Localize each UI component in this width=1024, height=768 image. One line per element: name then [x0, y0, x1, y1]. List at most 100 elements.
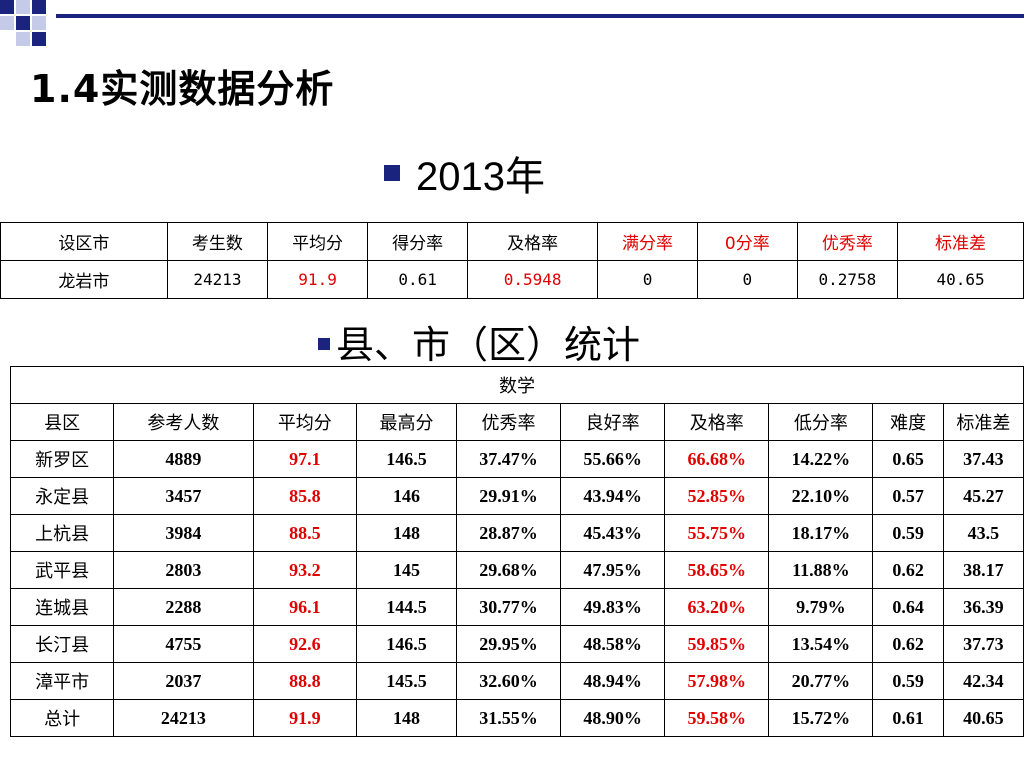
table-cell: 43.5: [942, 514, 1024, 552]
header-cell: 最高分: [356, 403, 457, 441]
table-cell: 146.5: [356, 625, 457, 663]
table-cell: 22.10%: [768, 477, 874, 515]
table-cell: 57.98%: [664, 662, 770, 700]
table-cell: 91.9: [252, 699, 358, 737]
table-cell: 48.58%: [560, 625, 666, 663]
table-cell: 38.17: [942, 551, 1024, 589]
table-cell: 49.83%: [560, 588, 666, 626]
table-cell: 24213: [113, 699, 254, 737]
table-cell: 146: [356, 477, 457, 515]
table-cell: 龙岩市: [0, 260, 168, 299]
county-name-cell: 漳平市: [9, 662, 115, 700]
section-heading-county-text: 县、市（区）统计: [336, 323, 641, 367]
table-row: 漳平市 2037 88.8 145.5 32.60% 48.94% 57.98% 20.77%…: [9, 662, 1024, 700]
table-cell: 29.91%: [455, 477, 562, 515]
table-cell: 40.65: [942, 699, 1024, 737]
table-cell: 97.1: [252, 440, 358, 478]
header-cell: 满分率: [597, 222, 698, 261]
table-cell: 92.6: [252, 625, 358, 663]
table-cell: 31.55%: [455, 699, 562, 737]
table-cell: 30.77%: [455, 588, 562, 626]
header-cell: 难度: [872, 403, 944, 441]
county-name-cell: 永定县: [9, 477, 115, 515]
subject-cell: 数学: [10, 366, 1024, 404]
subject-row: 数学: [10, 366, 1024, 404]
table-header-row: 县区 参考人数 平均分 最高分 优秀率 良好率 及格率 低分率 难度 标准差: [9, 403, 1024, 441]
table-cell: 0.59: [872, 662, 944, 700]
table-cell: 145: [356, 551, 457, 589]
table-cell: 144.5: [356, 588, 457, 626]
table-row: 长汀县 4755 92.6 146.5 29.95% 48.58% 59.85% 13.54%…: [9, 625, 1024, 663]
section-heading-year: 2013年: [384, 144, 545, 202]
table-cell: 0: [597, 260, 698, 299]
table-cell: 37.73: [942, 625, 1024, 663]
table-row: 连城县 2288 96.1 144.5 30.77% 49.83% 63.20% 9.79% 0…: [9, 588, 1024, 626]
table-cell: 0.5948: [467, 260, 599, 299]
table-cell: 37.43: [942, 440, 1024, 478]
table-row: 永定县 3457 85.8 146 29.91% 43.94% 52.85% 22.10% 0.…: [9, 477, 1024, 515]
header-cell: 及格率: [467, 222, 599, 261]
county-name-cell: 武平县: [9, 551, 115, 589]
table-cell: 0.61: [367, 260, 469, 299]
table-cell: 0.59: [872, 514, 944, 552]
table-cell: 58.65%: [664, 551, 770, 589]
table-cell: 3457: [113, 477, 254, 515]
header-cell: 优秀率: [455, 403, 562, 441]
header-cell: 参考人数: [113, 403, 254, 441]
table-cell: 55.75%: [664, 514, 770, 552]
table-cell: 42.34: [942, 662, 1024, 700]
header-cell: 平均分: [267, 222, 369, 261]
table-cell: 0.62: [872, 625, 944, 663]
table-cell: 45.43%: [560, 514, 666, 552]
table-cell: 14.22%: [768, 440, 874, 478]
table-cell: 11.88%: [768, 551, 874, 589]
table-cell: 48.90%: [560, 699, 666, 737]
table-cell: 13.54%: [768, 625, 874, 663]
table-cell: 0: [696, 260, 798, 299]
table-cell: 3984: [113, 514, 254, 552]
table-cell: 40.65: [897, 260, 1024, 299]
table-cell: 66.68%: [664, 440, 770, 478]
table-cell: 0.62: [872, 551, 944, 589]
header-cell: 及格率: [664, 403, 770, 441]
table-cell: 88.5: [252, 514, 358, 552]
header-cell: 标准差: [897, 222, 1024, 261]
table-row: 武平县 2803 93.2 145 29.68% 47.95% 58.65% 11.88% 0.…: [9, 551, 1024, 589]
table-cell: 36.39: [942, 588, 1024, 626]
header-cell: 县区: [9, 403, 115, 441]
table-cell: 96.1: [252, 588, 358, 626]
table-cell: 48.94%: [560, 662, 666, 700]
table-cell: 91.9: [267, 260, 369, 299]
table-cell: 18.17%: [768, 514, 874, 552]
county-name-cell: 连城县: [9, 588, 115, 626]
table-cell: 45.27: [942, 477, 1024, 515]
header-cell: 设区市: [0, 222, 168, 261]
section-heading-year-text: 2013年: [416, 155, 545, 199]
table-cell: 59.85%: [664, 625, 770, 663]
table-cell: 29.68%: [455, 551, 562, 589]
county-name-cell: 新罗区: [9, 440, 115, 478]
table-cell: 37.47%: [455, 440, 562, 478]
table-cell: 145.5: [356, 662, 457, 700]
table-cell: 9.79%: [768, 588, 874, 626]
table-cell: 29.95%: [455, 625, 562, 663]
header-cell: 考生数: [166, 222, 269, 261]
table-cell: 148: [356, 699, 457, 737]
county-stats-table: 数学 县区 参考人数 平均分 最高分 优秀率 良好率 及格率 低分率 难度 标准差 新罗区 4889…: [9, 366, 1024, 737]
table-cell: 2803: [113, 551, 254, 589]
table-cell: 0.64: [872, 588, 944, 626]
table-header-row: 设区市 考生数 平均分 得分率 及格率 满分率 0分率 优秀率 标准差: [0, 222, 1024, 261]
table-cell: 146.5: [356, 440, 457, 478]
table-cell: 28.87%: [455, 514, 562, 552]
table-cell: 0.2758: [796, 260, 899, 299]
table-cell: 88.8: [252, 662, 358, 700]
table-cell: 85.8: [252, 477, 358, 515]
slide-title: 1.4实测数据分析: [30, 67, 335, 111]
table-row: 总计 24213 91.9 148 31.55% 48.90% 59.58% 15.72% 0.…: [9, 699, 1024, 737]
square-bullet-icon: [318, 337, 330, 350]
header-cell: 标准差: [942, 403, 1024, 441]
table-cell: 93.2: [252, 551, 358, 589]
header-cell: 平均分: [252, 403, 358, 441]
city-summary-table: 设区市 考生数 平均分 得分率 及格率 满分率 0分率 优秀率 标准差 龙岩市 24213 91.9…: [0, 222, 1024, 299]
header-rule: [56, 14, 1024, 18]
